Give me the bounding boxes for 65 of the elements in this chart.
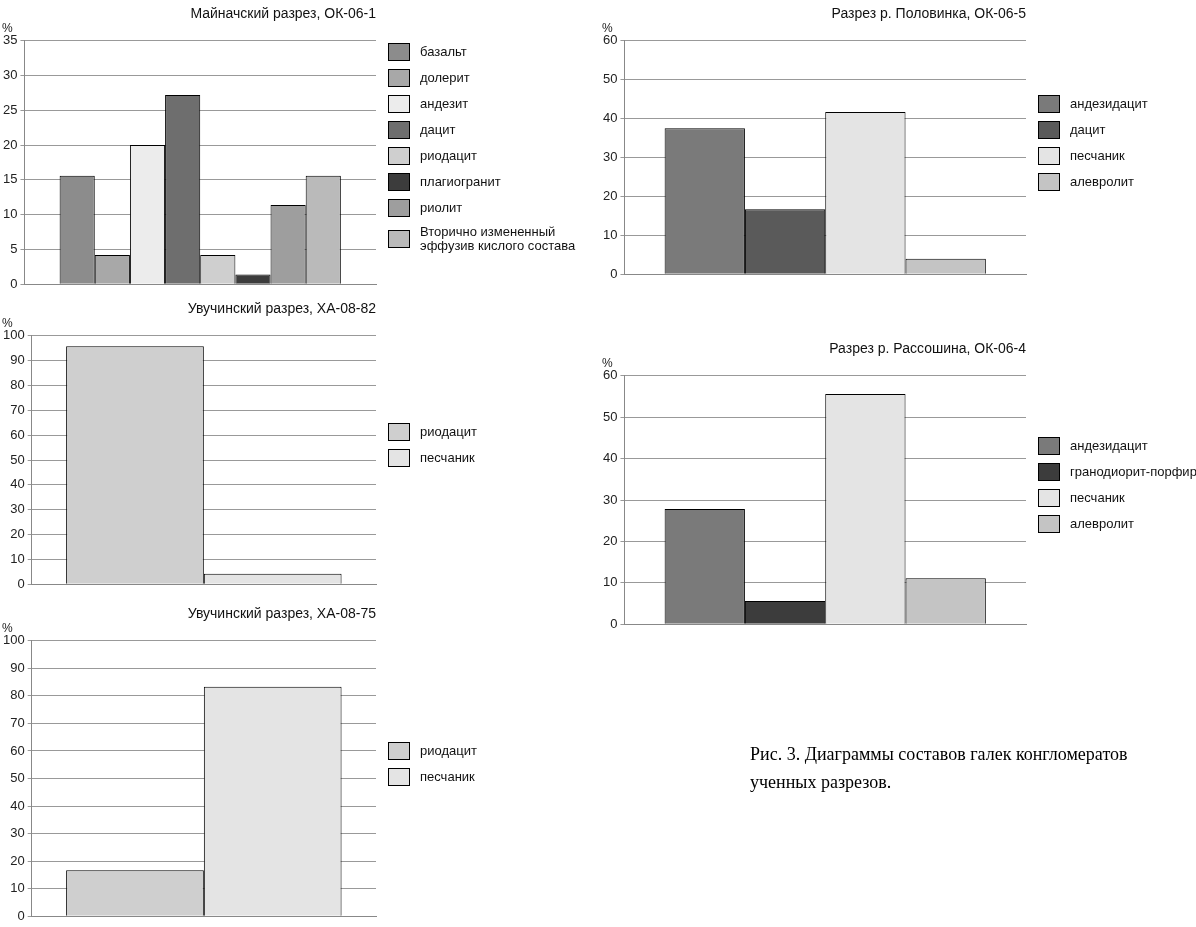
y-tick-label: 0: [17, 575, 25, 591]
legend-label: риодацит: [420, 147, 477, 163]
y-tick-label: 40: [10, 797, 25, 813]
legend-label: песчаник: [420, 768, 475, 784]
y-tick-label: 0: [610, 265, 618, 281]
legend-label: риолит: [420, 199, 463, 215]
y-tick-label: 5: [10, 241, 18, 257]
chart-title: Увучинский разрез, ХА-08-82: [187, 300, 377, 317]
y-tick-label: 70: [10, 715, 25, 730]
legend-label: песчаник: [1070, 147, 1125, 163]
y-tick-label: 10: [602, 574, 618, 590]
y-tick-label: 10: [10, 550, 25, 566]
text: Рис. 3. Диаграммы составов галек конгломератов ученных разрезов.: [750, 743, 1129, 794]
chart-title: Разрез р. Половинка, ОК-06-5: [831, 5, 1027, 22]
chart-title: Увучинский разрез, ХА-08-75: [187, 605, 377, 622]
legend-label: дацит: [420, 121, 456, 137]
y-tick-label: 40: [602, 110, 618, 126]
legend-label: Вторично измененный эффузив кислого состава: [420, 223, 577, 253]
y-tick-label: 30: [602, 491, 618, 507]
y-tick-label: 25: [2, 101, 18, 117]
y-tick-label: 30: [602, 149, 618, 165]
y-tick-label: 20: [602, 187, 618, 203]
y-tick-label: 10: [2, 206, 18, 222]
legend-label: риодацит: [420, 424, 477, 439]
y-tick-label: 70: [10, 401, 25, 417]
legend-label: базальт: [420, 43, 467, 59]
y-tick-label: 0: [610, 615, 618, 631]
y-tick-label: 50: [10, 770, 25, 786]
legend-label: песчаник: [420, 450, 475, 465]
y-tick-label: 20: [602, 532, 618, 548]
y-tick-label: 10: [602, 226, 618, 242]
y-tick-label: 20: [10, 526, 25, 542]
y-tick-label: 80: [10, 687, 25, 703]
y-tick-label: 60: [10, 426, 25, 442]
legend-label: долерит: [420, 69, 470, 85]
y-tick-label: 50: [602, 71, 618, 87]
legend-label: дацит: [1070, 121, 1106, 137]
legend-label: плагиогранит: [420, 173, 501, 189]
y-tick-label: 30: [10, 501, 25, 517]
y-tick-label: 0: [17, 907, 25, 923]
y-tick-label: 20: [10, 852, 25, 868]
y-tick-label: 30: [10, 825, 25, 841]
y-tick-label: 50: [10, 451, 25, 467]
y-tick-label: 40: [602, 450, 618, 466]
y-tick-label: 20: [2, 136, 18, 152]
y-tick-label: 90: [10, 352, 25, 368]
legend-label: алевролит: [1070, 516, 1134, 531]
y-tick-label: 30: [2, 67, 18, 83]
y-tick-label: 15: [2, 171, 18, 187]
y-tick-label: 50: [602, 408, 618, 424]
y-tick-label: 40: [10, 476, 25, 492]
legend-label: алевролит: [1070, 173, 1134, 189]
y-tick-label: 90: [10, 659, 25, 675]
chart-title: Разрез р. Рассошина, ОК-06-4: [829, 340, 1027, 357]
legend-label: гранодиорит-порфир: [1070, 464, 1196, 479]
y-tick-label: 60: [10, 742, 25, 758]
y-tick-label: 80: [10, 377, 25, 393]
legend-label: риодацит: [420, 742, 477, 758]
legend-label: андезидацит: [1070, 95, 1148, 111]
legend-label: андезидацит: [1070, 438, 1148, 453]
chart-title: Майначский разрез, ОК-06-1: [190, 5, 377, 22]
y-tick-label: 10: [10, 880, 25, 896]
legend-label: андезит: [420, 95, 469, 111]
legend-label: песчаник: [1070, 490, 1125, 505]
y-tick-label: 0: [10, 275, 18, 291]
